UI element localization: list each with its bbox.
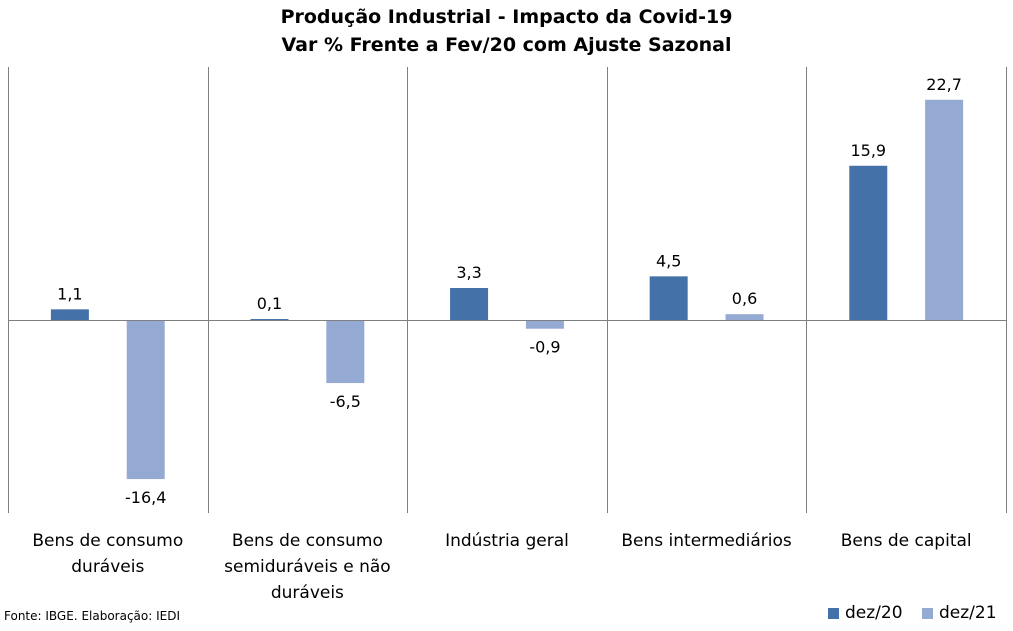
data-label: 3,3 [456, 263, 481, 282]
category-label: Bens de capital [840, 531, 972, 551]
bar-dez21-3 [725, 314, 764, 320]
chart-subtitle: Var % Frente a Fev/20 com Ajuste Sazonal [281, 34, 732, 56]
data-label: -6,5 [330, 392, 361, 411]
data-label: -16,4 [125, 488, 166, 507]
chart-title: Produção Industrial - Impacto da Covid-1… [280, 6, 733, 28]
legend-label-dez20: dez/20 [845, 603, 903, 623]
bar-dez20-2 [450, 287, 489, 320]
data-label: 4,5 [656, 251, 681, 270]
legend-swatch-dez20 [828, 607, 839, 619]
bar-dez20-3 [649, 276, 688, 320]
bar-dez21-2 [525, 320, 564, 329]
bar-dez20-1 [250, 319, 289, 321]
bar-dez21-0 [126, 320, 165, 480]
data-label: 22,7 [926, 75, 962, 94]
data-label: 15,9 [850, 141, 886, 160]
category-label: Bens de consumo duráveis [32, 531, 184, 577]
bar-dez21-4 [925, 99, 964, 320]
category-label: Bens de consumo semiduráveis e não durávei… [224, 531, 391, 603]
data-label: 0,6 [732, 289, 757, 308]
data-label: 1,1 [57, 284, 82, 303]
data-label: -0,9 [529, 338, 560, 357]
source-note: Fonte: IBGE. Elaboração: IEDI [4, 609, 181, 623]
legend-item-dez20: dez/20 [828, 603, 903, 623]
legend-label-dez21: dez/21 [939, 603, 997, 623]
bar-dez21-1 [326, 320, 365, 384]
data-label: 0,1 [257, 294, 282, 313]
legend-item-dez21: dez/21 [922, 603, 997, 623]
bar-dez20-4 [849, 165, 888, 320]
bar-dez20-0 [50, 309, 89, 320]
category-label: Bens intermediários [621, 531, 792, 551]
category-label: Indústria geral [445, 531, 569, 551]
legend-swatch-dez21 [922, 607, 933, 619]
